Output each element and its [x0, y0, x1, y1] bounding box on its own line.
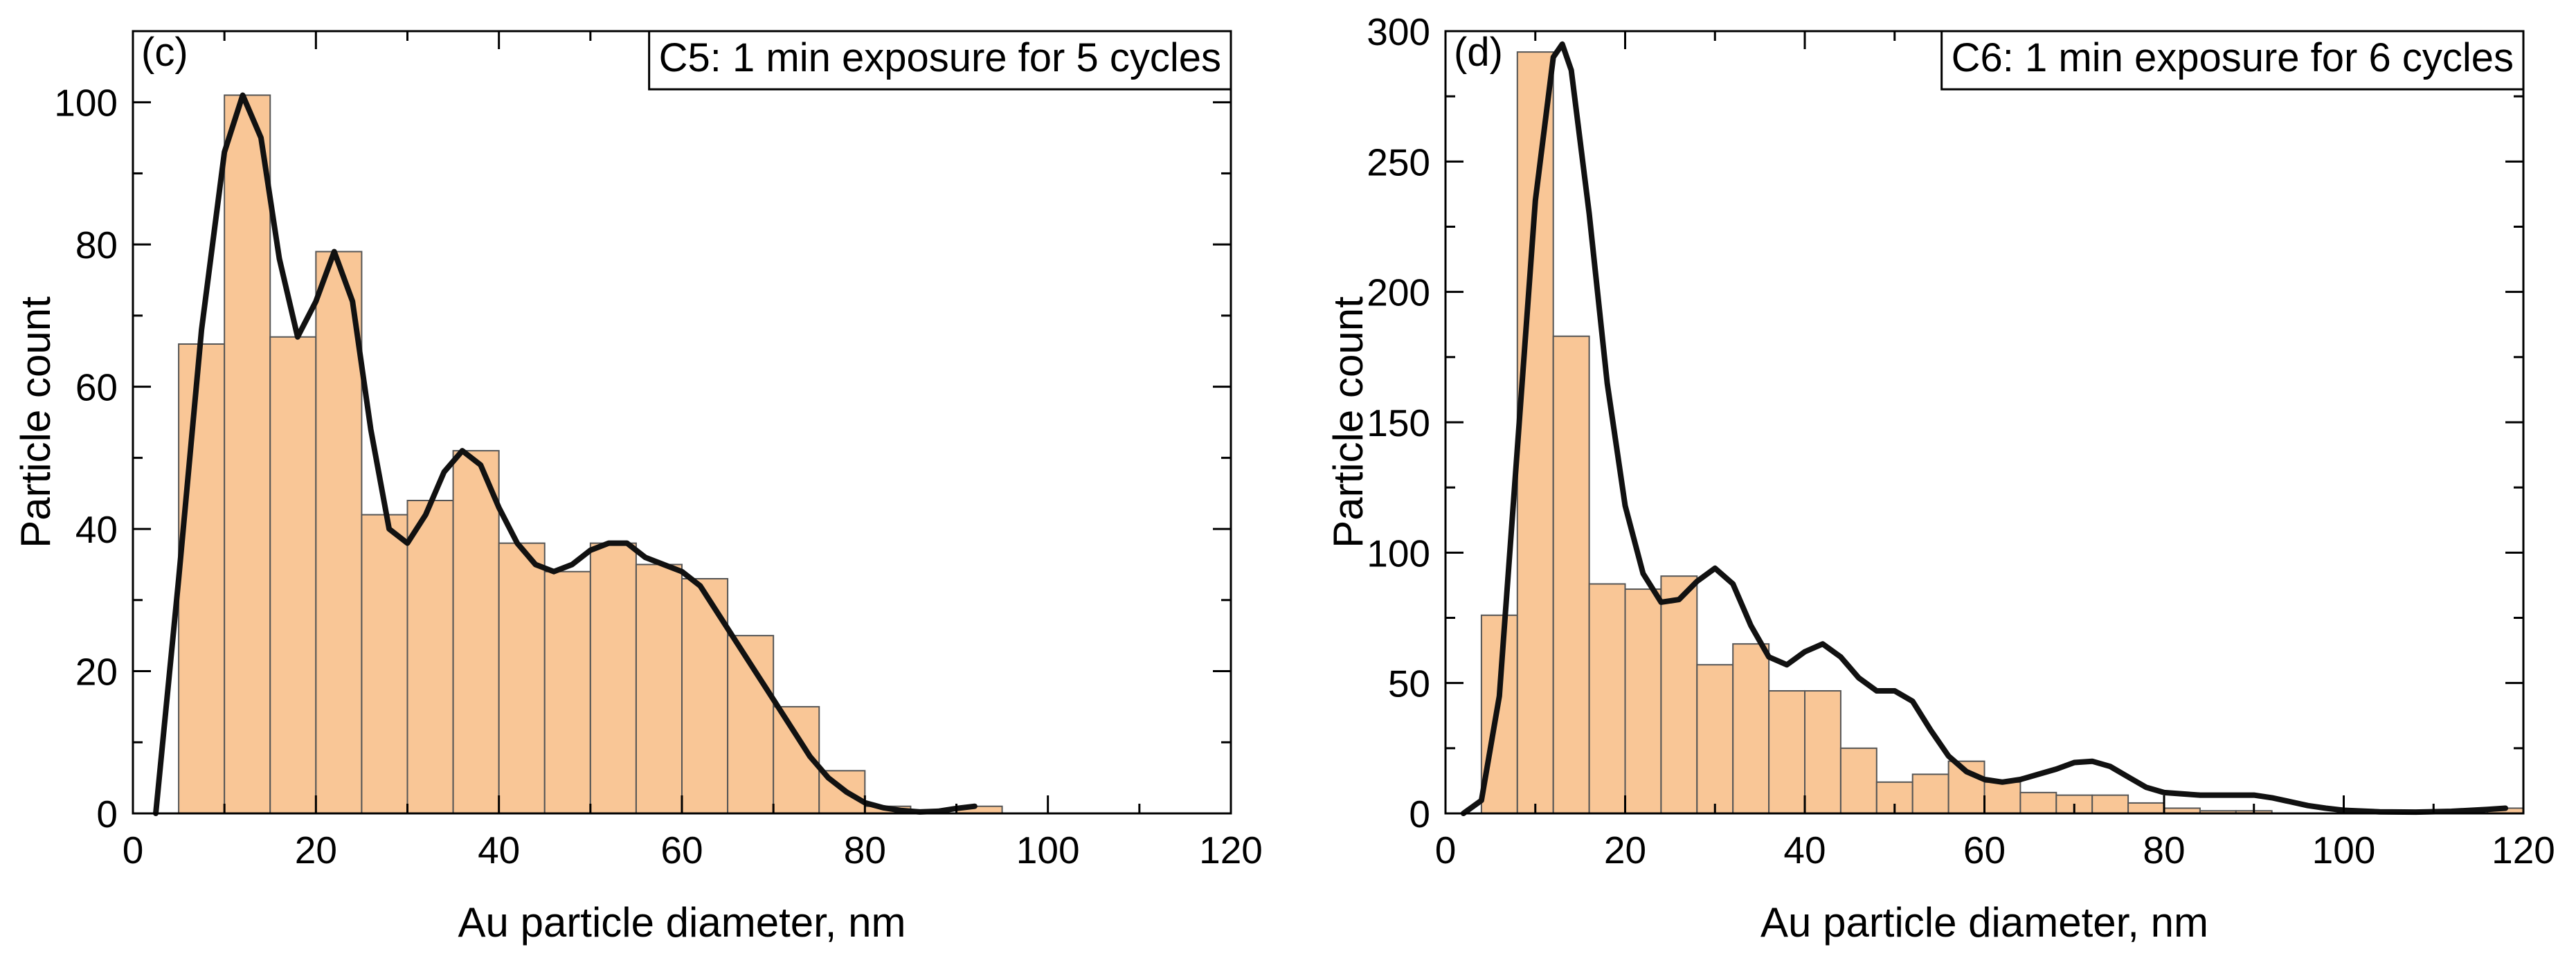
- y-tick-label: 50: [1388, 662, 1430, 705]
- y-tick-label: 60: [75, 366, 118, 409]
- y-tick-label: 200: [1367, 271, 1430, 314]
- panel-label: (d): [1454, 30, 1503, 75]
- x-axis-title: Au particle diameter, nm: [1760, 899, 2208, 946]
- histogram-bar: [589, 542, 637, 814]
- title-box: [648, 30, 1232, 91]
- histogram-bar: [635, 563, 683, 814]
- panel-c: 0 20 40 60 80 100 120 0 20 40 60 80 100 Au particle d…: [12, 30, 1263, 946]
- histogram-bar: [1839, 747, 1877, 815]
- y-tick-label: 100: [1367, 532, 1430, 575]
- histogram-bar: [1588, 583, 1626, 814]
- histogram-bar: [2019, 791, 2057, 815]
- histogram-bar: [2091, 794, 2129, 814]
- x-axis-title: Au particle diameter, nm: [458, 899, 906, 946]
- histogram-bar: [1768, 689, 1806, 815]
- fit-curve: [1460, 41, 2509, 816]
- x-tick-label: 80: [2143, 829, 2185, 872]
- x-tick-label: 60: [660, 829, 703, 872]
- panel-label: (c): [141, 30, 188, 75]
- y-tick-label: 150: [1367, 402, 1430, 444]
- histogram-bar: [269, 336, 317, 814]
- x-tick-label: 0: [123, 829, 144, 872]
- x-tick-label: 100: [2312, 829, 2376, 872]
- x-tick-label: 40: [1783, 829, 1826, 872]
- histogram-bar: [1552, 335, 1590, 814]
- x-tick-label: 20: [1604, 829, 1646, 872]
- x-tick-label: 120: [2492, 829, 2555, 872]
- histogram-bar: [224, 94, 271, 814]
- y-tick-label: 100: [54, 82, 118, 125]
- fit-curve: [153, 92, 978, 816]
- chart-title: C6: 1 min exposure for 6 cycles: [1952, 35, 2514, 80]
- y-tick-label: 0: [96, 793, 118, 836]
- histogram-bar: [1804, 689, 1841, 815]
- histogram-bar: [1516, 51, 1554, 815]
- y-tick-label: 20: [75, 651, 118, 694]
- chart-title: C5: 1 min exposure for 5 cycles: [659, 35, 1221, 80]
- y-tick-label: 300: [1367, 10, 1430, 53]
- y-axis-title: Particle count: [12, 296, 59, 548]
- y-tick-label: 250: [1367, 141, 1430, 183]
- y-tick-label: 0: [1409, 793, 1430, 836]
- panel-d: 0 20 40 60 80 100 120 0 50 100 150 200 250 300 Au part…: [1325, 10, 2555, 946]
- x-tick-label: 120: [1199, 829, 1263, 872]
- y-axis-title: Particle count: [1325, 296, 1371, 548]
- histogram-bar: [1732, 643, 1770, 815]
- histogram-bar: [1911, 773, 1949, 814]
- x-tick-label: 20: [295, 829, 337, 872]
- histogram-bar: [1660, 575, 1698, 814]
- histogram-bar: [2127, 802, 2165, 815]
- x-tick-label: 40: [478, 829, 520, 872]
- histogram-bar: [1696, 664, 1734, 814]
- x-tick-label: 60: [1963, 829, 2006, 872]
- histogram-bar: [406, 500, 454, 814]
- histogram-bar: [543, 570, 591, 815]
- histogram-bar: [1624, 588, 1662, 814]
- histogram-bar: [361, 514, 408, 815]
- x-tick-label: 100: [1016, 829, 1080, 872]
- y-tick-label: 40: [75, 508, 118, 551]
- histogram-bar: [178, 343, 226, 814]
- x-tick-label: 0: [1435, 829, 1457, 872]
- title-box: [1940, 30, 2525, 91]
- y-tick-label: 80: [75, 224, 118, 267]
- histogram-bar: [315, 251, 363, 815]
- histogram-bar: [452, 450, 500, 814]
- x-tick-label: 80: [844, 829, 886, 872]
- histogram-bar: [1983, 781, 2021, 815]
- histogram-bar: [498, 542, 546, 814]
